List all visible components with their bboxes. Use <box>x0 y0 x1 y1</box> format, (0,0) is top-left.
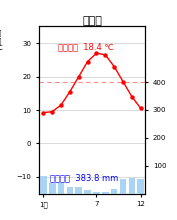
Bar <box>102 192 109 194</box>
Bar <box>58 183 64 194</box>
Bar <box>67 187 73 194</box>
Bar <box>137 179 144 194</box>
Bar <box>129 178 135 194</box>
Bar <box>75 187 82 194</box>
Bar <box>40 176 47 194</box>
Bar <box>49 183 56 194</box>
Text: 平年気温  18.4 ℃: 平年気温 18.4 ℃ <box>58 43 114 52</box>
Title: アテネ: アテネ <box>82 16 102 26</box>
Bar <box>84 190 91 194</box>
Bar <box>111 189 118 194</box>
Bar <box>93 192 100 194</box>
Bar <box>120 179 126 194</box>
Text: 年降水量  383.8 mm: 年降水量 383.8 mm <box>50 173 118 182</box>
Y-axis label: 気
温
℃: 気 温 ℃ <box>0 30 2 51</box>
